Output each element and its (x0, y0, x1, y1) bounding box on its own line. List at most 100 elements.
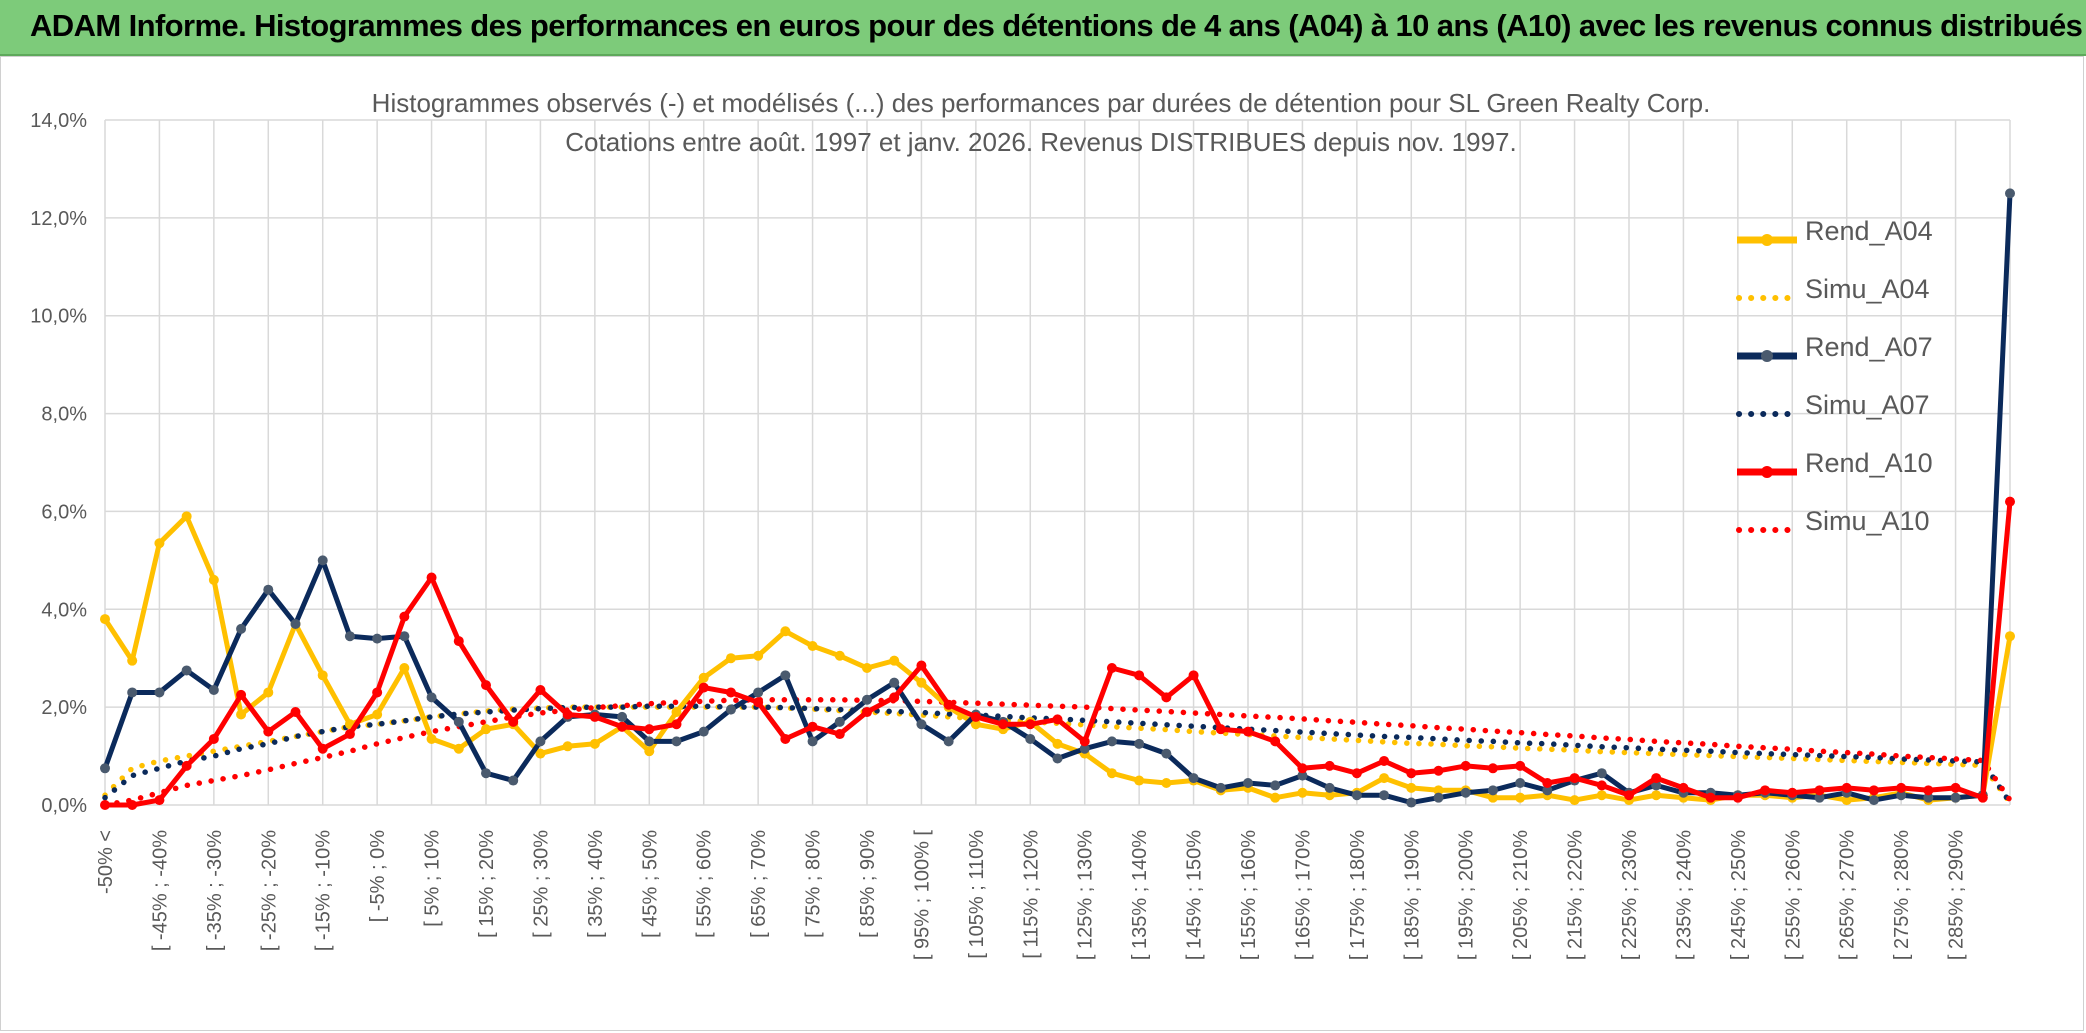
data-point-rend-a07 (1215, 782, 1226, 793)
data-point-rend-a10 (1868, 785, 1879, 796)
data-point-rend-a04 (481, 724, 491, 735)
data-point-rend-a07 (1433, 792, 1444, 803)
legend-label: Rend_A07 (1805, 332, 1933, 362)
data-point-rend-a07 (1460, 787, 1471, 798)
y-tick-label: 14,0% (30, 110, 87, 132)
data-point-rend-a10 (508, 716, 519, 727)
x-tick-label: [ 155% ; 160% (1238, 830, 1260, 960)
legend-swatch-simu-a07 (1736, 411, 1799, 417)
plot-area (100, 188, 2015, 810)
data-point-rend-a04 (127, 655, 138, 666)
data-point-rend-a10 (1134, 670, 1145, 681)
banner: ADAM Informe. Histogrammes des performan… (0, 0, 2086, 56)
data-point-rend-a07 (1379, 790, 1390, 801)
x-tick-label: [ -45% ; -40% (149, 830, 171, 951)
data-point-rend-a10 (644, 724, 655, 735)
data-point-rend-a07 (671, 736, 682, 747)
x-axis: -50% < [ -45% ; -40% [ -35% ; -30% [ -25% ;… (95, 830, 1968, 961)
data-point-rend-a07 (1542, 785, 1553, 796)
data-point-rend-a10 (725, 687, 736, 698)
data-point-rend-a07 (1814, 792, 1825, 803)
data-point-rend-a04 (834, 650, 845, 661)
y-tick-label: 4,0% (41, 599, 87, 621)
data-point-rend-a10 (1161, 692, 1172, 703)
data-point-rend-a10 (1052, 714, 1063, 725)
x-tick-label: [ -15% ; -10% (313, 830, 335, 951)
legend-item-rend-a10: Rend_A10 (1735, 442, 1985, 500)
data-point-rend-a04 (698, 672, 709, 683)
data-point-rend-a07 (1161, 748, 1172, 759)
chart-title: Histogrammes observés (-) et modélisés (… (372, 88, 1711, 118)
data-point-rend-a04 (753, 650, 764, 661)
data-point-rend-a07 (617, 711, 628, 722)
x-tick-label: -50% < (95, 830, 117, 894)
x-tick-label: [ 145% ; 150% (1184, 830, 1206, 960)
data-point-rend-a10 (1433, 765, 1444, 776)
data-point-rend-a04 (317, 670, 328, 681)
data-point-rend-a04 (1487, 792, 1498, 803)
data-point-rend-a10 (780, 733, 791, 744)
data-point-rend-a04 (535, 748, 546, 759)
data-point-rend-a04 (263, 687, 274, 698)
data-point-rend-a10 (181, 760, 192, 771)
data-point-rend-a07 (236, 623, 247, 634)
data-point-rend-a07 (1324, 782, 1335, 793)
data-point-rend-a04 (426, 733, 437, 744)
legend-swatch-simu-a04 (1736, 295, 1799, 301)
legend-item-simu-a04: Simu_A04 (1735, 268, 1985, 326)
data-point-rend-a07 (2005, 188, 2015, 199)
banner-title: ADAM Informe. Histogrammes des performan… (30, 8, 2083, 43)
x-tick-label: [ 265% ; 270% (1837, 830, 1859, 960)
data-point-rend-a04 (1161, 777, 1172, 788)
data-point-rend-a10 (1732, 792, 1743, 803)
legend-label: Rend_A10 (1805, 448, 1933, 478)
legend-swatch-rend-a10 (1737, 466, 1797, 478)
data-point-rend-a10 (807, 721, 818, 732)
data-point-rend-a07 (916, 719, 927, 730)
data-point-rend-a10 (1923, 785, 1934, 796)
data-point-rend-a10 (1297, 763, 1308, 774)
data-point-rend-a04 (1569, 795, 1580, 806)
data-point-rend-a07 (1868, 795, 1879, 806)
data-point-rend-a07 (1025, 733, 1036, 744)
data-point-rend-a10 (1351, 768, 1362, 779)
data-point-rend-a07 (1596, 768, 1607, 779)
data-point-rend-a07 (1651, 780, 1662, 791)
legend-item-simu-a10: Simu_A10 (1735, 500, 1985, 558)
data-point-rend-a10 (1487, 763, 1498, 774)
data-point-rend-a10 (1243, 726, 1253, 737)
x-tick-label: [ 275% ; 280% (1891, 830, 1913, 960)
data-point-rend-a04 (780, 626, 791, 637)
data-point-rend-a07 (1923, 792, 1934, 803)
y-tick-label: 12,0% (30, 208, 87, 230)
data-point-rend-a04 (1297, 787, 1308, 798)
x-tick-label: [ 245% ; 250% (1728, 830, 1750, 960)
data-point-rend-a07 (154, 687, 165, 698)
data-point-rend-a04 (181, 511, 192, 522)
legend-item-simu-a07: Simu_A07 (1735, 384, 1985, 442)
data-point-rend-a10 (372, 687, 383, 698)
data-point-rend-a10 (2005, 496, 2015, 507)
data-point-rend-a10 (1624, 790, 1634, 801)
data-point-rend-a07 (1079, 743, 1090, 754)
data-point-rend-a10 (1705, 792, 1716, 803)
data-point-rend-a10 (1542, 777, 1553, 788)
data-point-rend-a10 (671, 719, 682, 730)
x-tick-label: [ 195% ; 200% (1456, 830, 1478, 960)
x-tick-label: [ 175% ; 180% (1347, 830, 1369, 960)
data-point-rend-a10 (127, 800, 138, 810)
data-point-rend-a04 (562, 741, 573, 752)
x-tick-label: [ 235% ; 240% (1673, 830, 1695, 960)
data-point-rend-a10 (1188, 670, 1199, 681)
x-tick-label: [ 25% ; 30% (530, 830, 552, 938)
data-point-rend-a10 (916, 660, 927, 671)
x-tick-label: [ 215% ; 220% (1565, 830, 1587, 960)
data-point-rend-a07 (535, 736, 546, 747)
data-point-rend-a04 (1433, 785, 1444, 796)
x-tick-label: [ -25% ; -20% (258, 830, 280, 951)
x-tick-label: [ 205% ; 210% (1510, 830, 1532, 960)
data-point-rend-a10 (1814, 785, 1825, 796)
data-point-rend-a10 (1515, 760, 1526, 771)
data-point-rend-a10 (998, 719, 1009, 730)
